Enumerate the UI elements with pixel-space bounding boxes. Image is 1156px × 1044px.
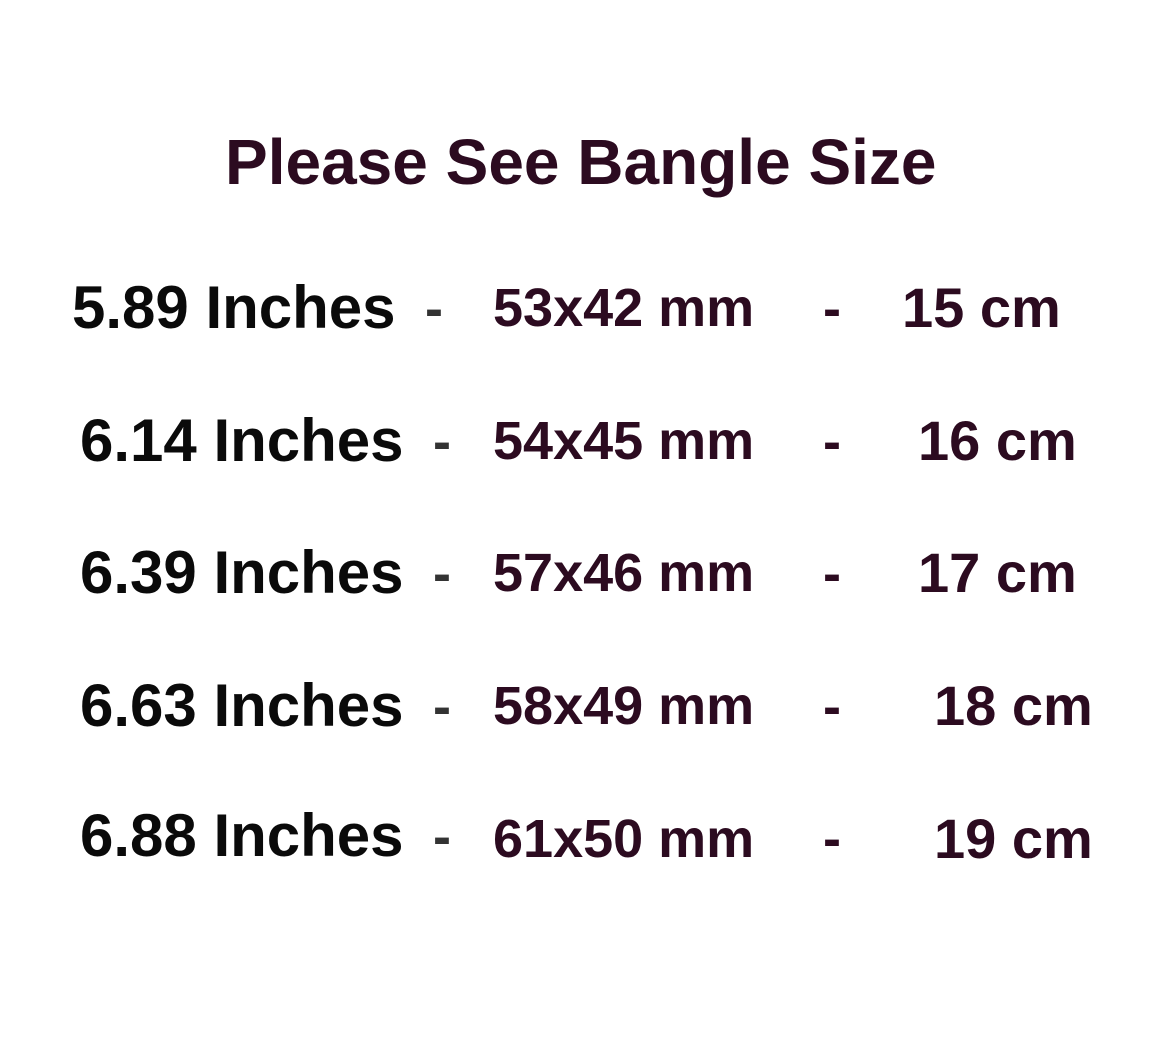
cm-value: 19 cm (934, 807, 1093, 870)
mm-value: 53x42 mm (493, 278, 755, 338)
mm-value: 58x49 mm (493, 676, 755, 736)
mm-value: 54x45 mm (493, 411, 755, 471)
mm-value: 61x50 mm (493, 809, 755, 869)
mm-value: 57x46 mm (493, 543, 755, 603)
separator: - (823, 544, 841, 604)
inches-value: 6.63 Inches (80, 672, 404, 739)
separator: - (433, 677, 451, 737)
separator: - (433, 807, 451, 867)
separator: - (823, 677, 841, 737)
separator: - (823, 412, 841, 472)
inches-value: 6.14 Inches (80, 407, 404, 474)
cm-value: 16 cm (918, 409, 1077, 472)
separator: - (823, 809, 841, 869)
separator: - (425, 279, 443, 339)
page-title: Please See Bangle Size (225, 126, 937, 198)
separator: - (433, 544, 451, 604)
separator: - (823, 279, 841, 339)
inches-value: 5.89 Inches (72, 274, 396, 341)
inches-value: 6.39 Inches (80, 539, 404, 606)
inches-value: 6.88 Inches (80, 802, 404, 869)
cm-value: 15 cm (902, 276, 1061, 339)
separator: - (433, 412, 451, 472)
cm-value: 17 cm (918, 541, 1077, 604)
cm-value: 18 cm (934, 674, 1093, 737)
